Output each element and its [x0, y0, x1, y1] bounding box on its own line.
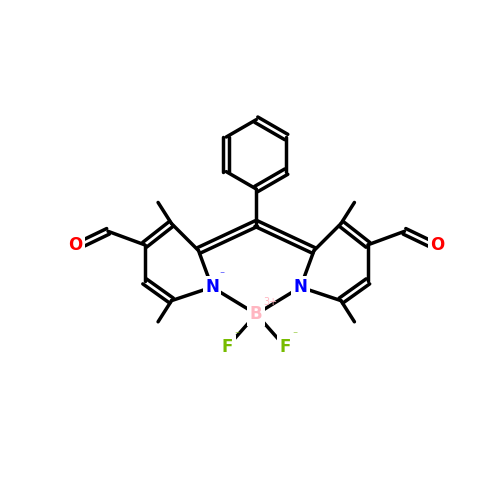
Text: N: N — [205, 278, 219, 296]
Text: O: O — [430, 236, 444, 254]
Text: N: N — [294, 278, 308, 296]
Text: F: F — [280, 338, 291, 356]
Text: F: F — [222, 338, 233, 356]
Text: ⁻: ⁻ — [219, 270, 224, 280]
Text: 3+: 3+ — [263, 297, 278, 307]
Text: ⁻: ⁻ — [234, 330, 240, 340]
Text: B: B — [250, 305, 262, 323]
Text: O: O — [68, 236, 82, 254]
Text: ⁻: ⁻ — [292, 330, 297, 340]
